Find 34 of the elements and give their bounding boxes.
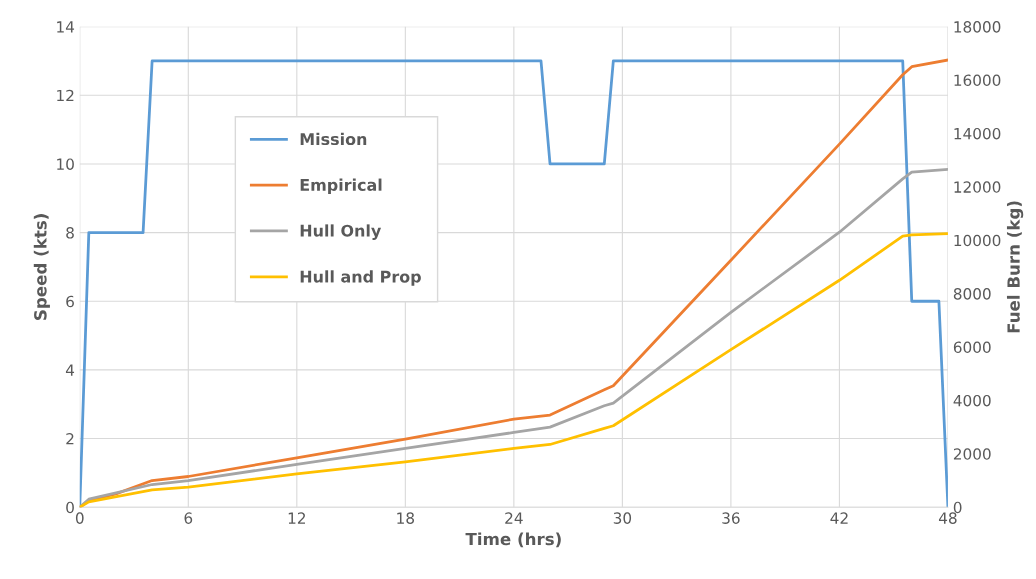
x-tick-label: 18: [397, 512, 415, 524]
y-tick-label: 4: [65, 364, 75, 376]
x-tick-label: 36: [722, 512, 740, 524]
y-tick-label: 14: [57, 21, 75, 33]
y2-tick-label: 4000: [953, 394, 991, 407]
y2-tick-label: 0: [953, 501, 962, 514]
legend-label: Hull Only: [300, 224, 382, 240]
y2-tick-label: 18000: [954, 21, 1001, 33]
x-tick-label: 48: [938, 512, 957, 524]
x-tick-label: 30: [613, 512, 632, 524]
y-tick-label: 12: [57, 89, 74, 102]
y-tick-label: 6: [66, 295, 74, 308]
y2-tick-label: 14000: [954, 127, 1001, 140]
legend-label: Empirical: [300, 178, 382, 195]
y2-tick-label: 16000: [954, 74, 1001, 87]
x-tick-label: 24: [505, 512, 523, 524]
legend-label: Hull and Prop: [300, 270, 421, 286]
x-tick-label: 0: [75, 512, 84, 524]
y-tick-label: 8: [66, 227, 74, 239]
y-tick-label: 10: [57, 158, 74, 170]
x-axis-title: Time (hrs): [465, 532, 561, 548]
y2-tick-label: 2000: [953, 448, 991, 460]
x-tick-label: 6: [184, 512, 193, 524]
y-tick-label: 2: [66, 433, 74, 445]
legend-label: Mission: [300, 132, 367, 146]
x-tick-label: 12: [288, 512, 305, 524]
y-axis-title: Speed (kts): [33, 214, 50, 320]
y2-tick-label: 12000: [954, 181, 1001, 193]
y2-tick-label: 10000: [954, 234, 1001, 247]
y2-tick-label: 6000: [953, 341, 991, 354]
y-tick-label: 0: [66, 501, 74, 514]
y2-tick-label: 8000: [953, 288, 991, 300]
y2-axis-title: Fuel Burn (kg): [1006, 201, 1024, 333]
x-tick-label: 42: [830, 512, 848, 524]
